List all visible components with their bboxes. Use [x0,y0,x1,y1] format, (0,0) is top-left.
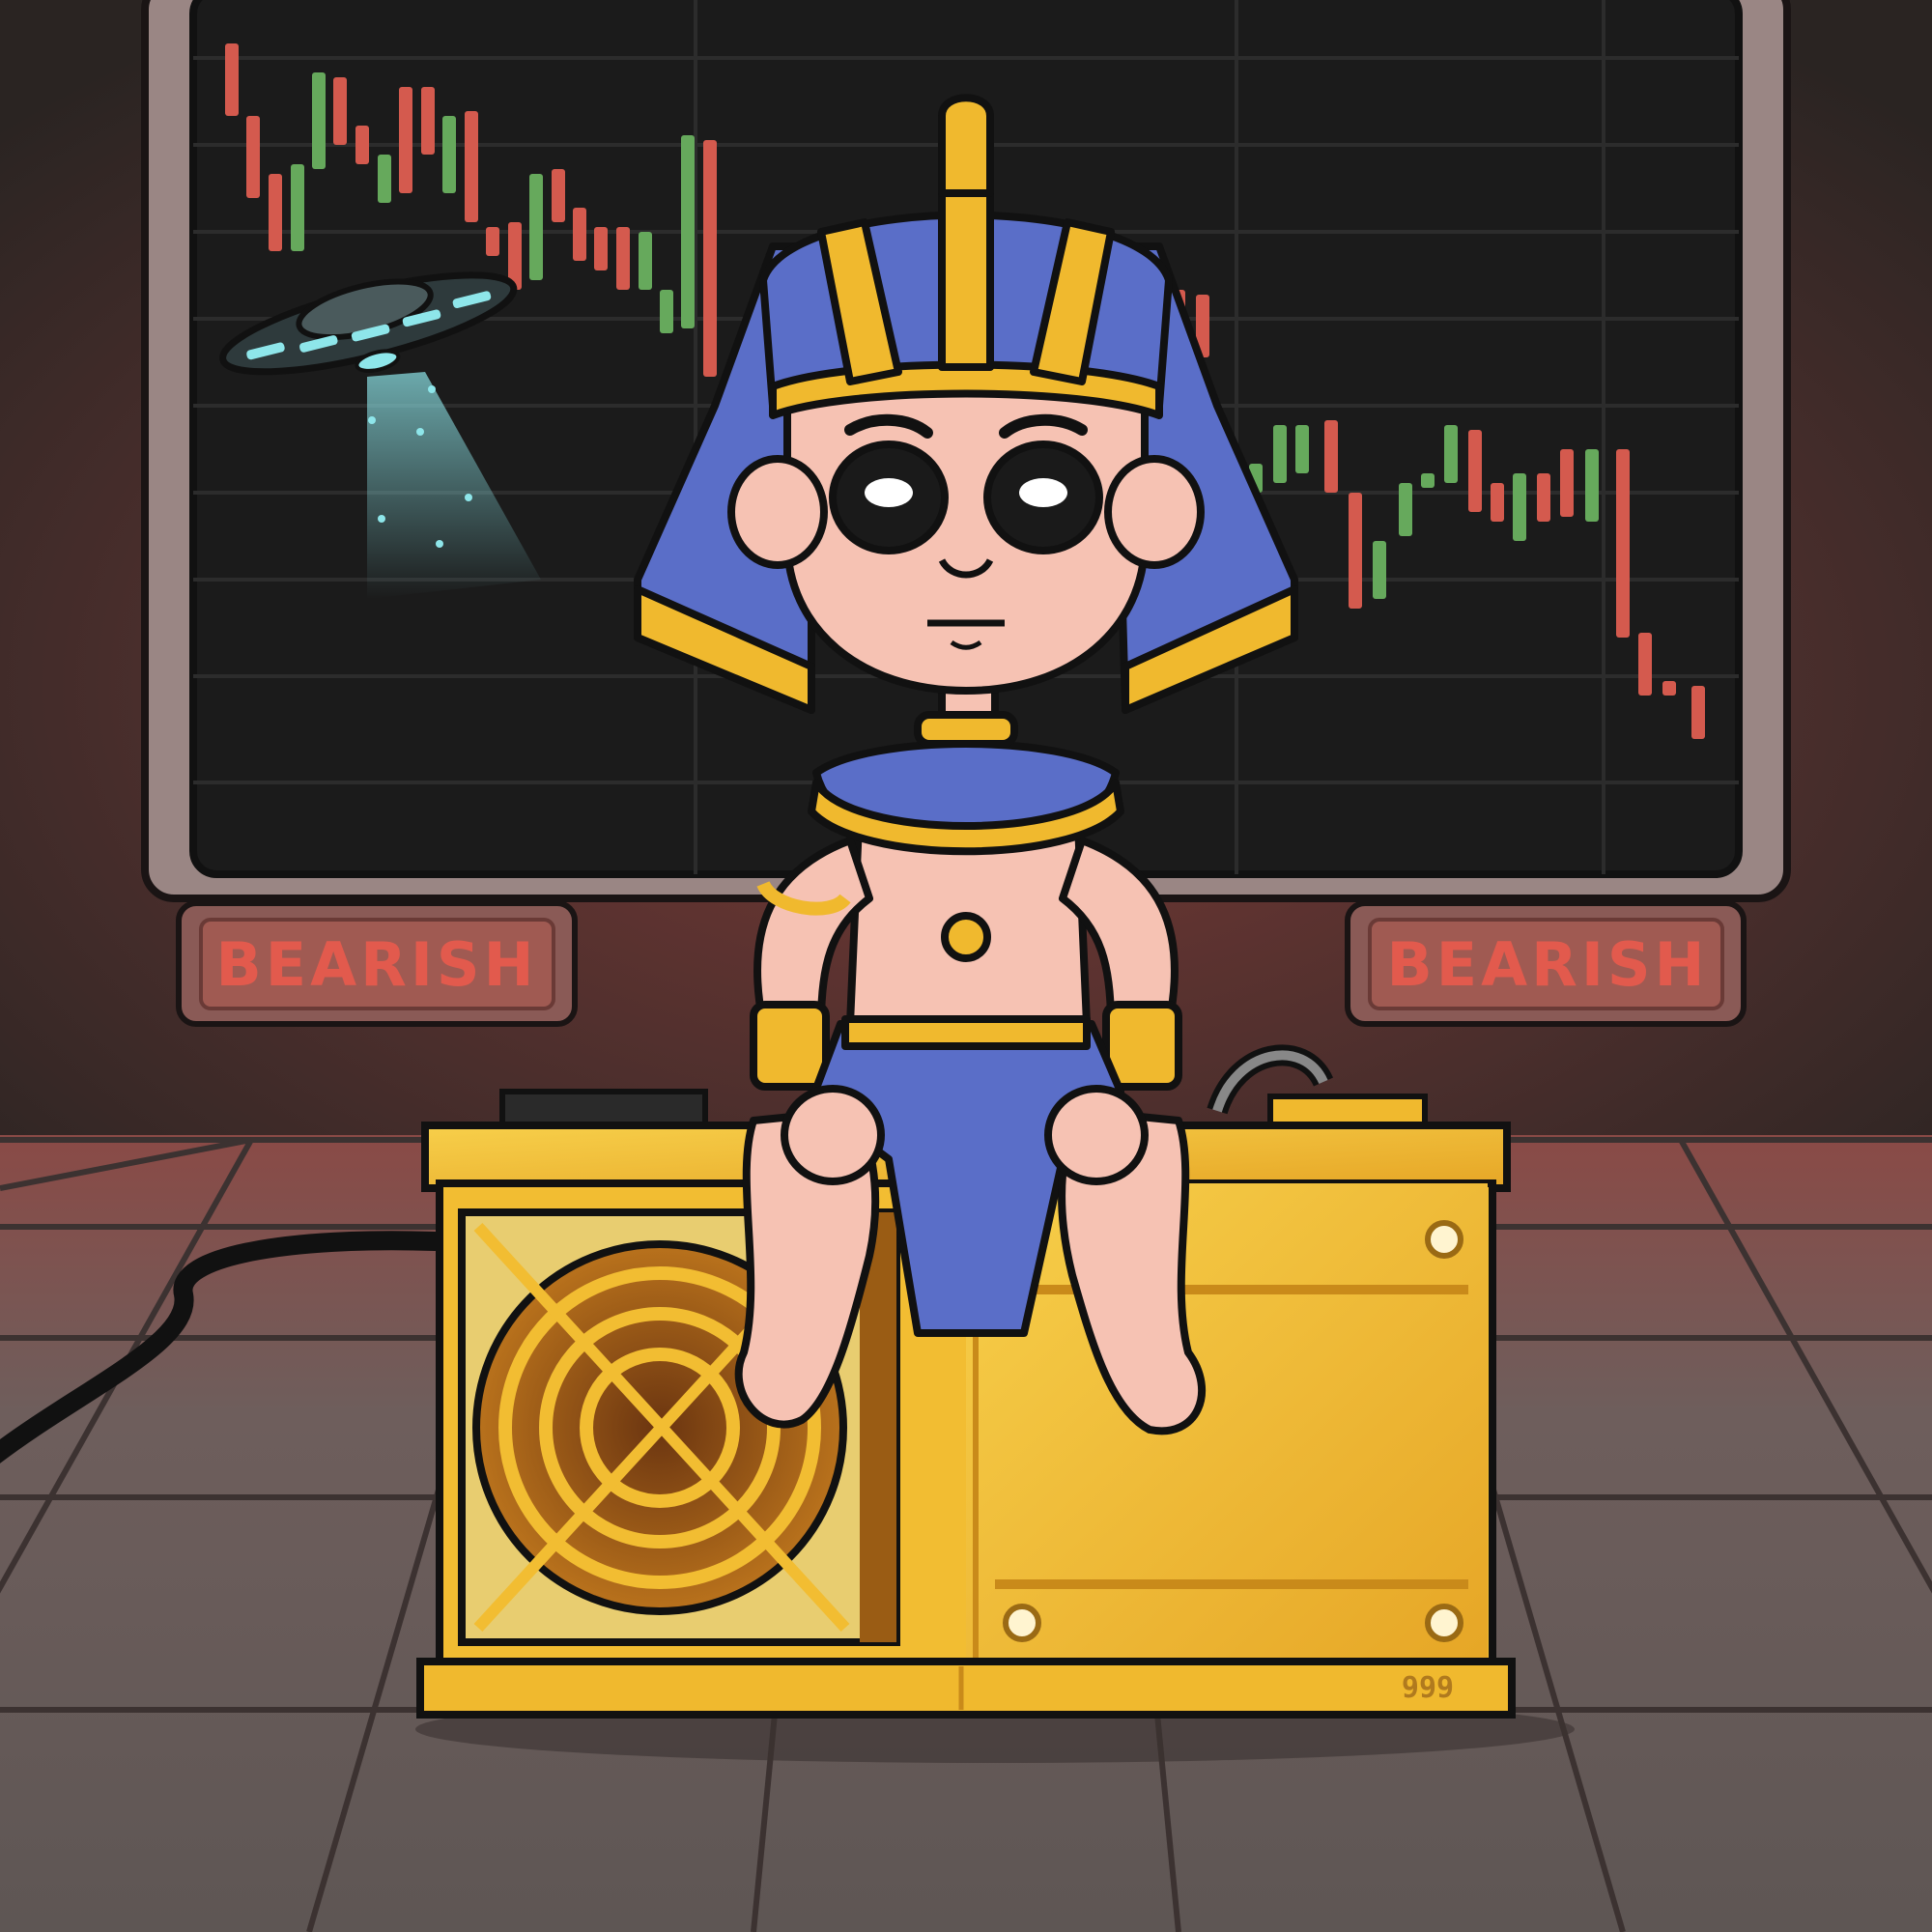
screw-icon [1003,1220,1463,1642]
candle [508,222,522,290]
ufo-icon [219,271,541,599]
candle [1616,449,1630,638]
candle [616,227,630,290]
candle [660,290,673,333]
candle [1421,473,1435,488]
candle [1196,295,1209,357]
candle [291,164,304,251]
candle [465,111,478,222]
bearish-label-right: BEARISH [1387,929,1709,1000]
bearish-sign-right: BEARISH [1345,900,1747,1027]
candle [486,227,499,256]
candle [312,72,326,169]
candle [573,208,586,261]
candle [1444,425,1458,483]
candle [529,174,543,280]
candle [246,116,260,198]
candle [703,140,717,377]
candle [1349,493,1362,609]
candle [639,232,652,290]
candle [225,43,239,116]
candle [378,155,391,203]
candle [1513,473,1526,541]
pharaoh-character [634,94,1298,1435]
power-cable [0,1231,444,1463]
candle [1295,425,1309,473]
candle [594,227,608,270]
candle [1373,541,1386,599]
candle [552,169,565,222]
candle [1273,425,1287,483]
candle [355,126,369,164]
candle [1468,430,1482,512]
candle [1638,633,1652,696]
candle [1560,449,1574,517]
miner-serial: 999 [1402,1671,1454,1705]
candle [1399,483,1412,536]
candle [269,174,282,251]
bearish-label-left: BEARISH [216,929,538,1000]
bearish-sign-left: BEARISH [176,900,578,1027]
candle [1324,420,1338,493]
candle [1491,483,1504,522]
candle [1691,686,1705,739]
candle [333,77,347,145]
candle [681,135,695,328]
candle [1662,681,1676,696]
candle [442,116,456,193]
candle [1537,473,1550,522]
candle [399,87,412,193]
candle [421,87,435,155]
candle [1585,449,1599,522]
